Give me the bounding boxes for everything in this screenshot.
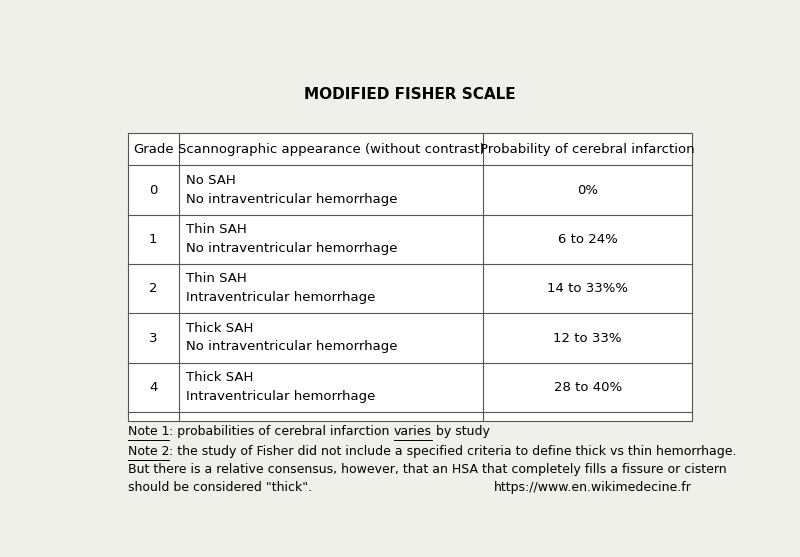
Text: Note 1: Note 1 xyxy=(128,425,170,438)
Text: Thin SAH: Thin SAH xyxy=(186,272,247,285)
Text: 1: 1 xyxy=(149,233,158,246)
Text: 4: 4 xyxy=(149,381,158,394)
Text: should be considered "thick".: should be considered "thick". xyxy=(128,481,312,494)
Text: Thick SAH: Thick SAH xyxy=(186,371,254,384)
Text: No intraventricular hemorrhage: No intraventricular hemorrhage xyxy=(186,340,398,354)
Bar xyxy=(128,133,692,421)
Text: varies: varies xyxy=(394,425,432,438)
Text: 0%: 0% xyxy=(578,184,598,197)
Text: Thin SAH: Thin SAH xyxy=(186,223,247,236)
Text: 6 to 24%: 6 to 24% xyxy=(558,233,618,246)
Text: Grade: Grade xyxy=(133,143,174,156)
Text: 28 to 40%: 28 to 40% xyxy=(554,381,622,394)
Text: : the study of Fisher did not include a specified criteria to define thick vs th: : the study of Fisher did not include a … xyxy=(170,445,737,458)
Text: 14 to 33%%: 14 to 33%% xyxy=(547,282,628,295)
Text: Thick SAH: Thick SAH xyxy=(186,322,254,335)
Text: MODIFIED FISHER SCALE: MODIFIED FISHER SCALE xyxy=(304,87,516,102)
Text: Intraventricular hemorrhage: Intraventricular hemorrhage xyxy=(186,390,375,403)
Text: 0: 0 xyxy=(149,184,158,197)
Text: by study: by study xyxy=(432,425,490,438)
Text: https://www.en.wikimedecine.fr: https://www.en.wikimedecine.fr xyxy=(494,481,692,494)
Text: 3: 3 xyxy=(149,331,158,345)
Text: Scannographic appearance (without contrast): Scannographic appearance (without contra… xyxy=(178,143,484,156)
Text: 12 to 33%: 12 to 33% xyxy=(554,331,622,345)
Text: But there is a relative consensus, however, that an HSA that completely fills a : But there is a relative consensus, howev… xyxy=(128,463,726,476)
Text: Note 2: Note 2 xyxy=(128,445,170,458)
Text: : probabilities of cerebral infarction: : probabilities of cerebral infarction xyxy=(170,425,394,438)
Text: No SAH: No SAH xyxy=(186,174,236,187)
Text: Intraventricular hemorrhage: Intraventricular hemorrhage xyxy=(186,291,375,304)
Text: No intraventricular hemorrhage: No intraventricular hemorrhage xyxy=(186,242,398,255)
Text: 2: 2 xyxy=(149,282,158,295)
Text: No intraventricular hemorrhage: No intraventricular hemorrhage xyxy=(186,193,398,206)
Text: Probability of cerebral infarction: Probability of cerebral infarction xyxy=(481,143,695,156)
